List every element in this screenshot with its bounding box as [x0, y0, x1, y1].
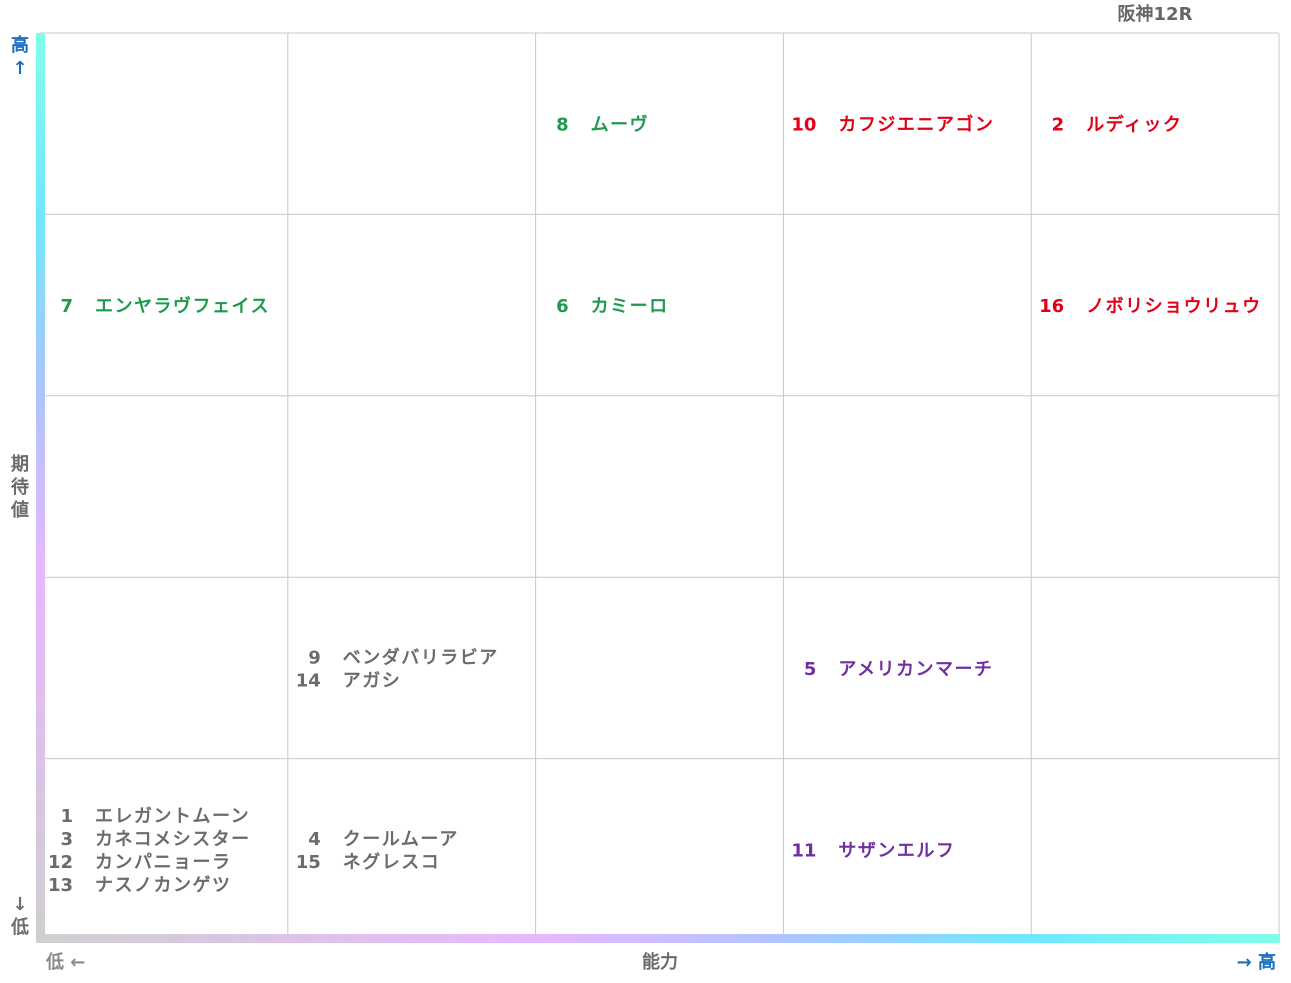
entry-number: 1: [60, 806, 73, 827]
y-axis-label: 期待値: [10, 454, 29, 521]
entry-number: 2: [1052, 115, 1065, 136]
entry-name: エレガントムーン: [95, 806, 250, 827]
entry-name: アガシ: [343, 670, 402, 691]
x-axis-high: → 高: [1237, 951, 1276, 973]
x-axis-low: 低 ←: [45, 951, 85, 973]
entry-number: 12: [48, 852, 73, 873]
entry-name: ルディック: [1086, 114, 1182, 136]
entry-number: 14: [296, 670, 321, 691]
entry-name: ナスノカンゲツ: [95, 874, 232, 896]
title: 阪神12R: [1118, 3, 1193, 25]
y-axis-high: 高↑: [11, 34, 29, 79]
entry-name: クールムーア: [343, 829, 459, 850]
entry-name: カミーロ: [591, 296, 669, 317]
entry-name: カネコメシスター: [95, 829, 251, 850]
entry-name: ネグレスコ: [343, 851, 441, 873]
entry-number: 9: [308, 647, 321, 668]
entry-name: カンパニョーラ: [95, 852, 232, 873]
entry-number: 13: [48, 875, 73, 896]
entry-number: 15: [296, 852, 321, 873]
entry-name: カフジエニアゴン: [838, 114, 994, 136]
grid: [39, 32, 1280, 941]
y-axis-low: ↓低: [10, 894, 29, 938]
x-axis-bar: [36, 934, 1280, 943]
entry-number: 4: [308, 829, 321, 850]
entry-number: 3: [60, 829, 73, 850]
entry-number: 16: [1039, 296, 1064, 317]
entry-number: 10: [791, 115, 816, 136]
entry-name: エンヤラヴフェイス: [95, 295, 270, 317]
x-axis-label: 能力: [642, 951, 678, 973]
entry-name: アメリカンマーチ: [838, 659, 993, 680]
entry-number: 5: [804, 659, 817, 680]
entry-name: ムーヴ: [591, 114, 650, 136]
entry-name: ノボリショウリュウ: [1086, 296, 1262, 317]
entry-number: 6: [556, 296, 569, 317]
entry-number: 11: [791, 840, 816, 861]
entry-number: 8: [556, 115, 569, 136]
entry-number: 7: [60, 296, 73, 317]
entry-name: サザンエルフ: [838, 840, 955, 861]
entry-name: ベンダバリラビア: [343, 646, 499, 668]
y-axis-bar: [36, 33, 45, 943]
